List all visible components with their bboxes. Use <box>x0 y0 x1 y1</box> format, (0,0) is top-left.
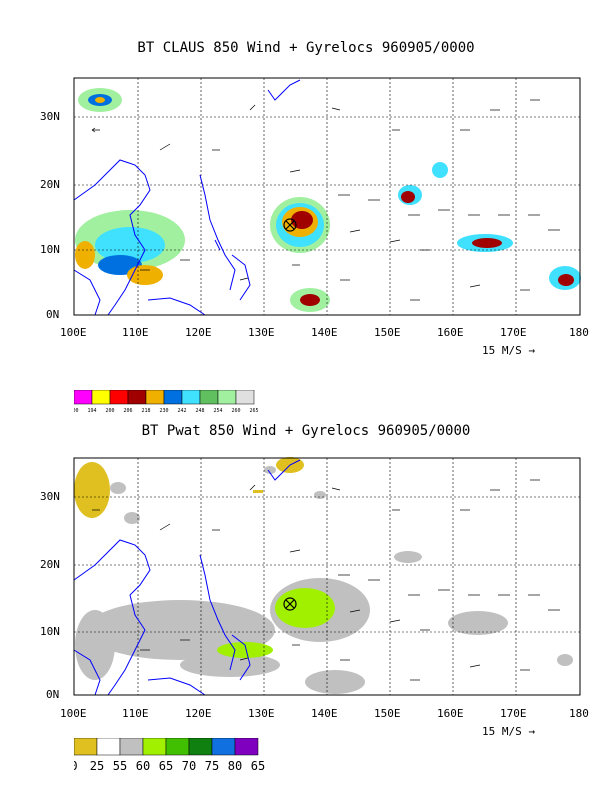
top-ref-vector-label: 15 M/S <box>482 344 522 357</box>
top-x-tick: 130E <box>248 326 275 339</box>
bottom-colorbar-swatch <box>142 738 167 756</box>
bottom-title: BT Pwat 850 Wind + Gyrelocs 960905/0000 <box>141 423 471 439</box>
top-grid <box>74 78 580 315</box>
top-gyre-marker <box>283 218 297 232</box>
top-x-tick: 150E <box>374 326 401 339</box>
top-y-tick-30n: 30N <box>40 110 60 123</box>
top-x-ticks: 100E 110E 120E 130E 140E 150E 160E 170E … <box>0 326 612 340</box>
top-coastlines <box>73 79 301 316</box>
top-y-tick-0n: 0N <box>46 308 60 321</box>
bottom-gyre-marker <box>283 597 297 611</box>
bottom-y-tick-10n: 10N <box>40 625 60 638</box>
bottom-x-tick: 140E <box>311 707 338 720</box>
top-shading <box>75 88 581 312</box>
bottom-colorbar-label: 65 <box>159 759 173 772</box>
bottom-colorbar-label: 70 <box>182 759 196 772</box>
top-colorbar-label: 260 <box>231 408 240 414</box>
bottom-x-tick: 180 <box>569 707 589 720</box>
bottom-colorbar-label: 80 <box>228 759 242 772</box>
top-colorbar-label: 230 <box>159 408 168 414</box>
top-colorbar-label: 254 <box>213 408 222 414</box>
top-title: BT CLAUS 850 Wind + Gyrelocs 960905/0000 <box>137 40 475 56</box>
top-x-tick: 180 <box>569 326 589 339</box>
ref-arrow-icon: → <box>528 344 535 357</box>
bottom-shading <box>74 457 573 694</box>
bottom-wind-vectors <box>92 479 560 681</box>
bottom-colorbar-swatch <box>188 738 213 756</box>
top-colorbar-label: 194 <box>87 408 96 414</box>
top-colorbar-label: 218 <box>141 408 150 414</box>
bottom-x-tick: 170E <box>500 707 527 720</box>
bottom-x-tick: 100E <box>60 707 87 720</box>
top-colorbar-label: 206 <box>123 408 132 414</box>
top-x-tick: 160E <box>437 326 464 339</box>
bottom-colorbar-label: 60 <box>136 759 150 772</box>
top-map-frame <box>73 77 581 316</box>
bottom-x-tick: 160E <box>437 707 464 720</box>
top-x-tick: 100E <box>60 326 87 339</box>
bottom-colorbar-label: 25 <box>90 759 104 772</box>
bottom-colorbar-label: 65 <box>251 759 265 772</box>
bottom-ref-vector: 15 M/S → <box>482 725 535 738</box>
bottom-colorbar-swatch <box>211 738 236 756</box>
top-x-tick: 120E <box>185 326 212 339</box>
bottom-y-tick-20n: 20N <box>40 558 60 571</box>
ref-arrow-icon: → <box>528 725 535 738</box>
top-y-tick-20n: 20N <box>40 178 60 191</box>
bottom-colorbar-label: 55 <box>113 759 127 772</box>
bottom-colorbar-label: 0 <box>74 759 78 772</box>
bottom-x-tick: 120E <box>185 707 212 720</box>
bottom-x-tick: 150E <box>374 707 401 720</box>
top-y-tick-10n: 10N <box>40 243 60 256</box>
bottom-ref-vector-label: 15 M/S <box>482 725 522 738</box>
bottom-y-tick-30n: 30N <box>40 490 60 503</box>
bottom-colorbar-swatch <box>96 738 121 756</box>
bottom-colorbar-swatch <box>119 738 144 756</box>
bottom-y-tick-0n: 0N <box>46 688 60 701</box>
bottom-colorbar-swatch <box>74 738 98 756</box>
bottom-colorbar-swatch <box>165 738 190 756</box>
bottom-map-frame <box>73 457 581 696</box>
top-colorbar: 200 194 200 206 218 230 242 248 254 260 265 <box>74 390 259 414</box>
top-colorbar-swatch <box>235 390 255 405</box>
top-colorbar-label: 200 <box>105 408 114 414</box>
top-x-tick: 140E <box>311 326 338 339</box>
bottom-grid <box>74 458 580 695</box>
top-colorbar-label: 200 <box>74 408 79 414</box>
bottom-x-tick: 130E <box>248 707 275 720</box>
bottom-x-tick: 110E <box>122 707 149 720</box>
top-colorbar-label: 242 <box>177 408 186 414</box>
top-colorbar-label: 248 <box>195 408 204 414</box>
bottom-x-ticks: 100E 110E 120E 130E 140E 150E 160E 170E … <box>0 707 612 721</box>
top-x-tick: 110E <box>122 326 149 339</box>
top-wind-vectors <box>91 99 560 301</box>
bottom-colorbar-label: 75 <box>205 759 219 772</box>
bottom-coastlines <box>73 459 301 696</box>
top-x-tick: 170E <box>500 326 527 339</box>
top-ref-vector: 15 M/S → <box>482 344 535 357</box>
top-colorbar-label: 265 <box>249 408 258 414</box>
bottom-colorbar: 0 25 55 60 65 70 75 80 65 <box>74 738 265 772</box>
bottom-colorbar-swatch <box>234 738 259 756</box>
